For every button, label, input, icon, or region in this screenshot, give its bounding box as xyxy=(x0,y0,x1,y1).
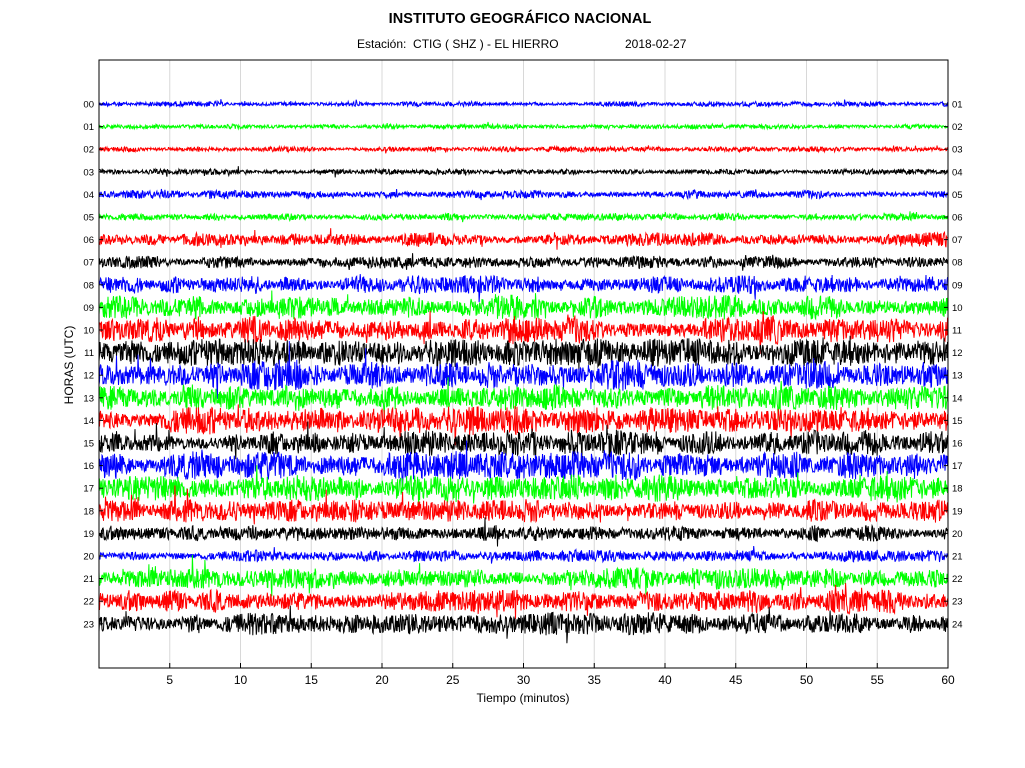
trace-hour-21 xyxy=(98,554,949,597)
x-tick-label-20: 20 xyxy=(375,673,389,687)
trace-hour-10 xyxy=(98,310,949,354)
right-hour-label-02: 02 xyxy=(952,122,963,133)
left-hour-label-17: 17 xyxy=(83,484,94,495)
trace-hour-22 xyxy=(98,582,949,619)
right-hour-label-16: 16 xyxy=(952,439,963,450)
trace-hour-09 xyxy=(98,290,949,321)
seismic-traces xyxy=(98,99,949,644)
right-hour-label-22: 22 xyxy=(952,574,963,585)
left-hour-label-19: 19 xyxy=(83,529,94,540)
right-hour-label-09: 09 xyxy=(952,280,963,291)
x-tick-label-25: 25 xyxy=(446,673,460,687)
trace-hour-14 xyxy=(98,404,949,446)
trace-hour-02 xyxy=(98,144,949,154)
right-hour-label-21: 21 xyxy=(952,552,963,563)
chart-title: INSTITUTO GEOGRÁFICO NACIONAL xyxy=(388,11,652,27)
right-hour-label-06: 06 xyxy=(952,213,963,224)
left-hour-label-02: 02 xyxy=(83,145,94,156)
trace-hour-13 xyxy=(98,377,949,421)
trace-hour-03 xyxy=(98,166,949,178)
x-axis-label: Tiempo (minutos) xyxy=(476,691,570,705)
x-tick-label-10: 10 xyxy=(234,673,248,687)
left-hour-label-20: 20 xyxy=(83,552,94,563)
right-hour-label-08: 08 xyxy=(952,258,963,269)
right-hour-label-04: 04 xyxy=(952,167,963,178)
right-hour-label-20: 20 xyxy=(952,529,963,540)
x-tick-label-60: 60 xyxy=(941,673,955,687)
left-hour-label-15: 15 xyxy=(83,439,94,450)
trace-hour-12 xyxy=(98,341,949,399)
left-hour-label-12: 12 xyxy=(83,371,94,382)
left-hour-label-18: 18 xyxy=(83,506,94,517)
trace-hour-06 xyxy=(98,228,949,250)
x-tick-label-40: 40 xyxy=(658,673,672,687)
trace-hour-19 xyxy=(98,517,949,547)
x-tick-label-30: 30 xyxy=(517,673,531,687)
right-hour-ticks: 01 02 03 04 05 06 07 08 09 10 11 12 13 14 15 16 17 18 19 20… xyxy=(944,100,963,630)
left-hour-label-09: 09 xyxy=(83,303,94,314)
trace-hour-04 xyxy=(98,188,949,201)
right-hour-label-03: 03 xyxy=(952,145,963,156)
left-hour-label-21: 21 xyxy=(83,574,94,585)
right-hour-label-12: 12 xyxy=(952,348,963,359)
right-hour-label-23: 23 xyxy=(952,597,963,608)
left-hour-label-10: 10 xyxy=(83,326,94,337)
right-hour-label-18: 18 xyxy=(952,484,963,495)
station-label: Estación: CTIG ( SHZ ) - EL HIERRO xyxy=(357,37,559,51)
right-hour-label-19: 19 xyxy=(952,506,963,517)
trace-hour-00 xyxy=(98,99,949,109)
left-hour-label-13: 13 xyxy=(83,393,94,404)
left-hour-label-11: 11 xyxy=(84,348,94,359)
trace-hour-11 xyxy=(98,335,949,376)
right-hour-label-14: 14 xyxy=(952,393,963,404)
left-hour-label-05: 05 xyxy=(83,213,94,224)
right-hour-label-17: 17 xyxy=(952,461,963,472)
left-hour-label-22: 22 xyxy=(83,597,94,608)
left-hour-label-07: 07 xyxy=(83,258,94,269)
x-tick-label-45: 45 xyxy=(729,673,743,687)
trace-hour-07 xyxy=(98,253,949,271)
right-hour-label-24: 24 xyxy=(952,619,963,630)
right-hour-label-13: 13 xyxy=(952,371,963,382)
x-tick-label-50: 50 xyxy=(800,673,814,687)
trace-hour-01 xyxy=(98,121,949,131)
x-axis-ticks: 5 10 15 20 25 30 35 40 45 50 55 60 xyxy=(166,663,955,687)
right-hour-label-01: 01 xyxy=(952,100,963,111)
right-hour-label-11: 11 xyxy=(952,326,962,337)
trace-hour-17 xyxy=(98,465,949,506)
trace-hour-15 xyxy=(98,421,949,469)
x-tick-label-5: 5 xyxy=(166,673,173,687)
left-hour-label-16: 16 xyxy=(83,461,94,472)
date-label: 2018-02-27 xyxy=(625,37,687,51)
left-hour-label-04: 04 xyxy=(83,190,94,201)
right-hour-label-05: 05 xyxy=(952,190,963,201)
trace-hour-18 xyxy=(98,485,949,525)
trace-hour-20 xyxy=(98,545,949,564)
x-tick-label-55: 55 xyxy=(871,673,885,687)
trace-hour-08 xyxy=(98,274,949,303)
trace-hour-16 xyxy=(98,440,949,488)
x-tick-label-35: 35 xyxy=(588,673,602,687)
left-hour-label-06: 06 xyxy=(83,235,94,246)
right-hour-label-07: 07 xyxy=(952,235,963,246)
left-hour-label-01: 01 xyxy=(83,122,94,133)
left-hour-label-08: 08 xyxy=(83,280,94,291)
left-hour-ticks: 00 01 02 03 04 05 06 07 08 09 10 11 12 13 14 15 16 17 18 19… xyxy=(83,100,103,630)
left-hour-label-03: 03 xyxy=(83,167,94,178)
right-hour-label-10: 10 xyxy=(952,303,963,314)
left-hour-label-23: 23 xyxy=(83,619,94,630)
right-hour-label-15: 15 xyxy=(952,416,963,427)
left-hour-label-00: 00 xyxy=(83,100,94,111)
left-hour-label-14: 14 xyxy=(83,416,94,427)
trace-hour-05 xyxy=(98,211,949,223)
x-tick-label-15: 15 xyxy=(305,673,319,687)
trace-hour-23 xyxy=(98,605,949,644)
